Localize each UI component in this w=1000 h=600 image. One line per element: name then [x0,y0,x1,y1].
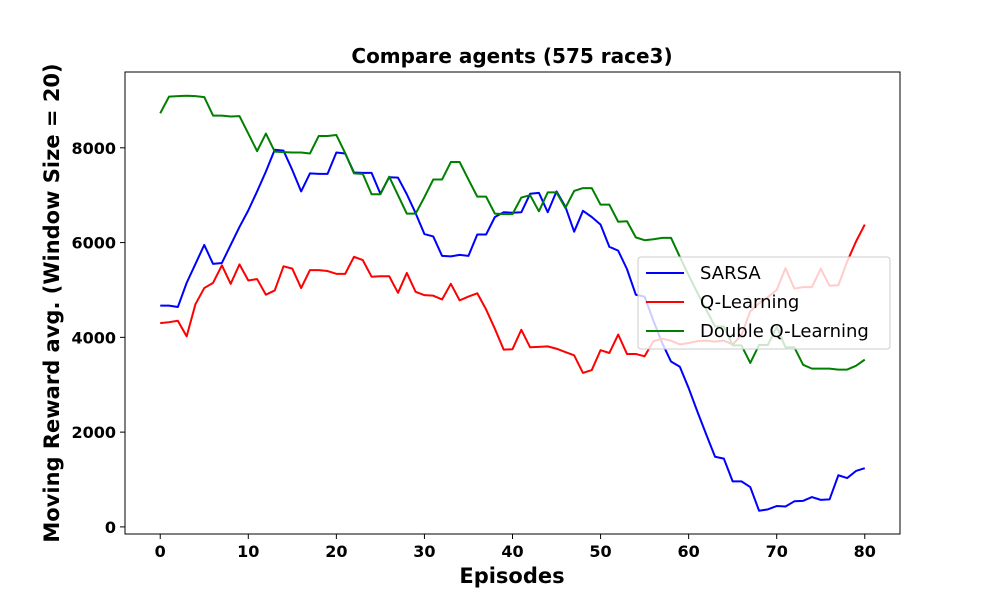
y-tick-label: 4000 [71,328,116,347]
x-tick-label: 80 [854,542,876,561]
x-tick-label: 70 [766,542,788,561]
y-tick-label: 8000 [71,139,116,158]
legend-label-q-learning: Q-Learning [700,292,799,313]
legend-box [637,256,891,350]
legend-label-sarsa: SARSA [700,263,761,284]
x-tick-label: 50 [589,542,611,561]
x-tick-label: 60 [678,542,700,561]
x-axis: 0 10 20 30 40 50 60 70 80 [155,534,876,561]
series-line-double-q-learning [159,94,866,371]
y-axis: 0 2000 4000 6000 8000 [71,139,125,537]
x-tick-label: 0 [155,542,166,561]
x-tick-label: 20 [325,542,347,561]
y-tick-label: 6000 [71,234,116,253]
y-axis-label: Moving Reward avg. (Window Size = 20) [40,63,64,542]
y-tick-label: 2000 [71,423,116,442]
x-tick-label: 30 [413,542,435,561]
y-tick-label: 0 [105,518,116,537]
legend: SARSA Q-Learning Double Q-Learning [637,256,891,350]
x-axis-label: Episodes [459,564,564,588]
x-tick-label: 40 [501,542,523,561]
chart-title: Compare agents (575 race3) [351,44,672,68]
x-tick-label: 10 [237,542,259,561]
legend-label-double-q-learning: Double Q-Learning [700,321,869,342]
